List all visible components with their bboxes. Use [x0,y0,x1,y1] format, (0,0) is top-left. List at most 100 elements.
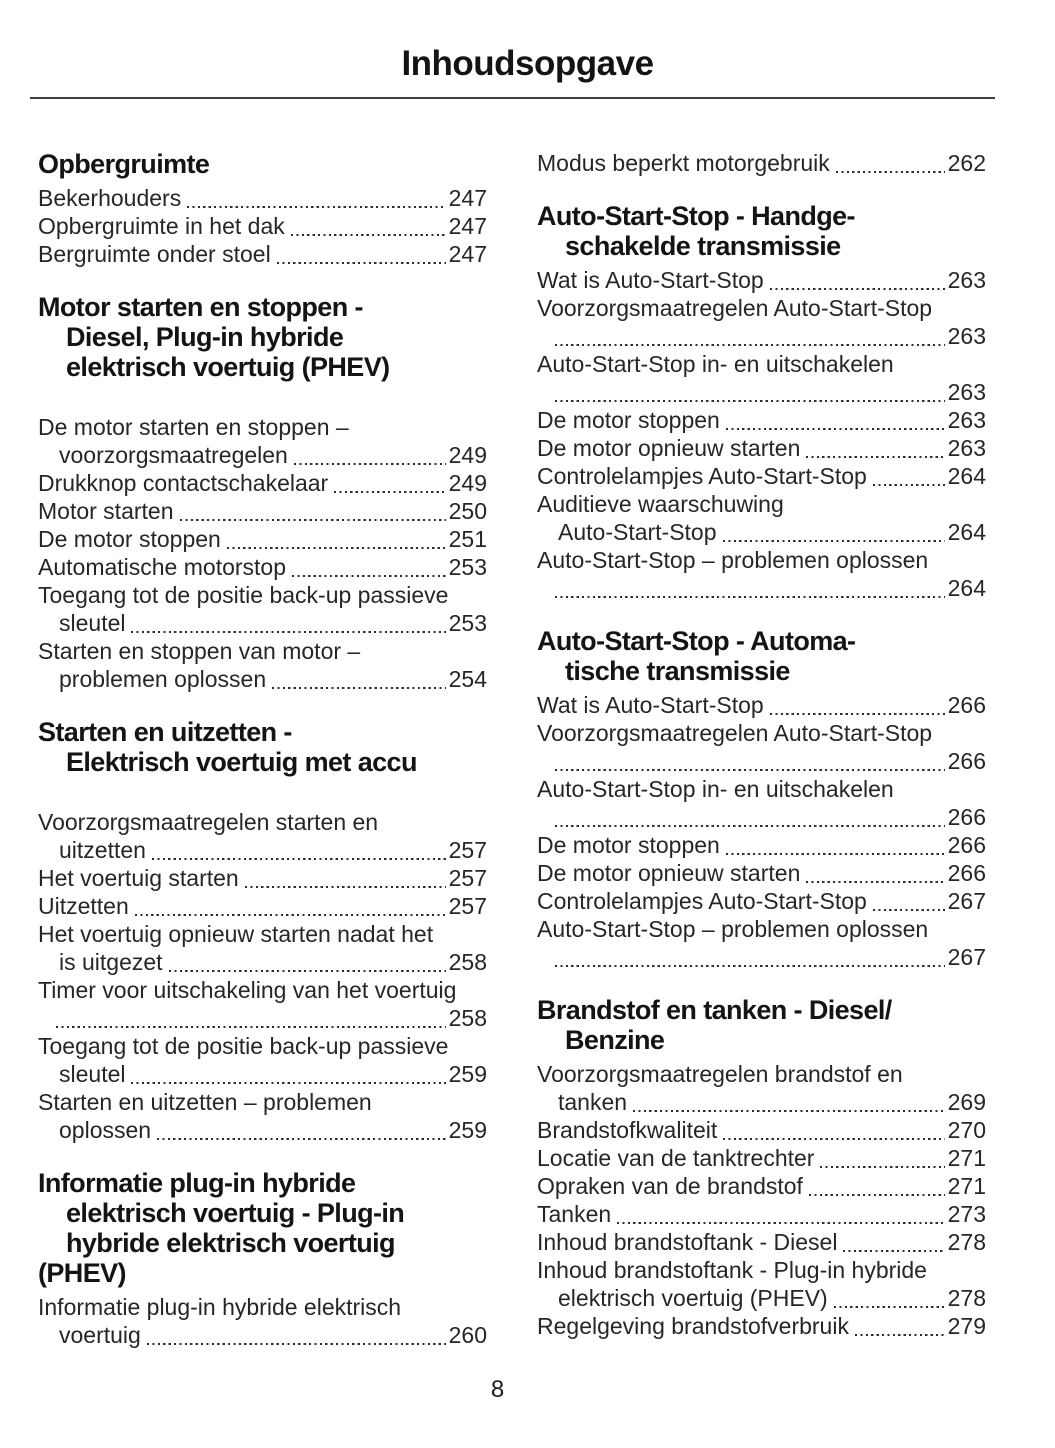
toc-entry: De motor stoppen 251 [38,525,487,553]
toc-entry: Het voertuig starten 257 [38,864,487,892]
entry-leader-line: Modus beperkt motorgebruik 262 [537,149,986,177]
dot-leader [555,768,945,771]
entry-text: De motor stoppen [537,832,720,858]
entry-leader-line: De motor opnieuw starten 263 [537,434,986,462]
entry-leader-line: 266 [537,747,986,775]
entry-page-number: 266 [947,804,986,830]
entry-page-number: 258 [448,1005,487,1031]
entry-leader-line: 258 [38,1004,487,1032]
entry-text: De motor opnieuw starten [537,860,801,886]
toc-entry: Controlelampjes Auto-Start-Stop 264 [537,462,986,490]
toc-column-left: Opbergruimte Bekerhouders 247 Opbergruimte … [38,149,487,1349]
toc-entry: Opbergruimte in het dak 247 [38,212,487,240]
entry-text: Regelgeving brandstofverbruik [537,1313,849,1339]
entry-page-number: 267 [947,944,986,970]
entry-text-line: Voorzorgsmaatregelen Auto-Start-Stop [537,295,933,321]
dot-leader [555,399,945,402]
entry-page-number: 259 [448,1117,487,1143]
entry-text-line: Het voertuig opnieuw starten nadat het [38,921,434,947]
entry-page-number: 278 [947,1285,986,1311]
title-rule [30,97,995,99]
entry-text: De motor stoppen [38,526,221,552]
toc-entry: Voorzorgsmaatregelen brandstof en tanken 2… [537,1060,986,1116]
entry-text: sleutel [59,610,126,636]
toc-entry: Auto-Start-Stop – problemen oplossen 267 [537,915,986,971]
dot-leader [272,686,446,689]
entry-page-number: 257 [448,865,487,891]
dot-leader [131,630,446,633]
entry-page-number: 259 [448,1061,487,1087]
entry-page-number: 263 [947,379,986,405]
entry-leader-line: De motor opnieuw starten 266 [537,859,986,887]
entry-text: elektrisch voertuig (PHEV) [558,1285,828,1311]
entry-leader-line: sleutel 259 [38,1060,487,1088]
heading-line: tische transmissie [565,656,790,686]
entry-text: Motor starten [38,498,174,524]
toc-entry: Bergruimte onder stoel 247 [38,240,487,268]
dot-leader [146,1342,446,1345]
dot-leader [187,205,446,208]
entry-leader-line: Uitzetten 257 [38,892,487,920]
heading-line: Diesel, Plug-in hybride [66,322,344,352]
entry-leader-line: Brandstofkwaliteit 270 [537,1116,986,1144]
entry-text-line: Auto-Start-Stop – problemen oplossen [537,547,929,573]
heading-line: Starten en uitzetten - [38,717,292,747]
toc-entry: De motor opnieuw starten 266 [537,859,986,887]
dot-leader [835,170,945,173]
entry-text: Drukknop contactschakelaar [38,470,329,496]
dot-leader [843,1249,945,1252]
entry-page-number: 254 [448,666,487,692]
entry-page-number: 273 [947,1201,986,1227]
entry-page-number: 266 [947,860,986,886]
dot-leader [872,908,945,911]
entry-text: oplossen [59,1117,152,1143]
entry-page-number: 267 [947,888,986,914]
toc-entry: Automatische motorstop 253 [38,553,487,581]
dot-leader [555,824,945,827]
entry-page-number: 247 [448,185,487,211]
entry-leader-line: Locatie van de tanktrechter 271 [537,1144,986,1172]
entry-page-number: 271 [947,1145,986,1171]
dot-leader [555,343,945,346]
entry-page-number: 250 [448,498,487,524]
entry-leader-line: problemen oplossen 254 [38,665,487,693]
dot-leader [292,574,446,577]
heading-line: Benzine [565,1025,665,1055]
entry-text: problemen oplossen [59,666,267,692]
toc-entry: Voorzorgsmaatregelen starten en uitzetten… [38,808,487,864]
entry-text: Opbergruimte in het dak [38,213,285,239]
entry-text-line: Timer voor uitschakeling van het voertui… [38,977,457,1003]
entry-leader-line: uitzetten 257 [38,836,487,864]
entry-text: voorzorgsmaatregelen [59,442,288,468]
entry-text-line: Auditieve waarschuwing [537,491,784,517]
entry-text-line: Voorzorgsmaatregelen starten en [38,809,379,835]
dot-leader [276,261,446,264]
entry-leader-line: tanken 269 [537,1088,986,1116]
entry-text: sleutel [59,1061,126,1087]
section-heading: Auto-Start-Stop - Automa-tische transmis… [537,626,986,686]
heading-line: Auto-Start-Stop - Handge- [537,201,856,231]
entry-leader-line: De motor stoppen 251 [38,525,487,553]
dot-leader [806,455,945,458]
toc-section: Modus beperkt motorgebruik 262 [537,149,986,177]
entry-page-number: 249 [448,442,487,468]
dot-leader [820,1165,945,1168]
dot-leader [244,885,446,888]
toc-entry: Timer voor uitschakeling van het voertui… [38,976,487,1032]
entry-text: Opraken van de brandstof [537,1173,803,1199]
entry-page-number: 264 [947,575,986,601]
entry-page-number: 271 [947,1173,986,1199]
heading-line: Informatie plug-in hybride [38,1168,356,1198]
dot-leader [872,483,945,486]
toc-section: Auto-Start-Stop - Automa-tische transmis… [537,626,986,971]
entry-leader-line: 264 [537,574,986,602]
entry-page-number: 251 [448,526,487,552]
toc-section: Starten en uitzetten - Elektrisch voertui… [38,717,487,1144]
dot-leader [290,233,446,236]
entry-text: Controlelampjes Auto-Start-Stop [537,463,867,489]
dot-leader [769,712,945,715]
entry-leader-line: is uitgezet 258 [38,948,487,976]
toc-section: Auto-Start-Stop - Handge-schakelde trans… [537,201,986,602]
dot-leader [151,857,446,860]
